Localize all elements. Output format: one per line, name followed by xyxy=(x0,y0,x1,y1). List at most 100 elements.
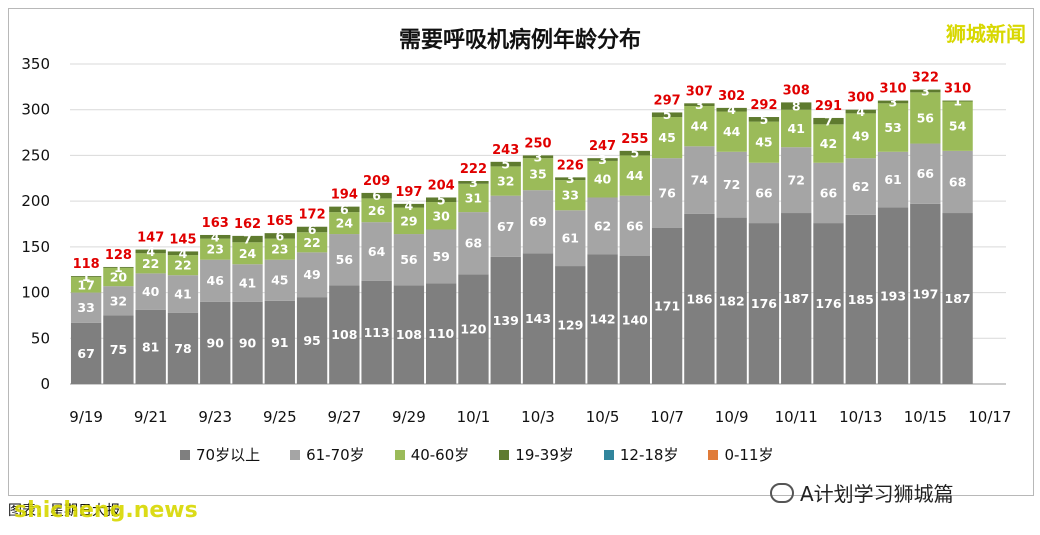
data-label: 41 xyxy=(174,286,191,301)
legend-label: 19-39岁 xyxy=(515,446,574,464)
data-label: 66 xyxy=(626,218,644,233)
data-label: 54 xyxy=(949,119,967,134)
data-label: 44 xyxy=(691,119,709,134)
data-label: 187 xyxy=(783,291,809,306)
legend-swatch xyxy=(180,449,190,460)
bar-segment xyxy=(587,158,618,161)
data-label: 3 xyxy=(889,94,898,109)
bar-segment xyxy=(619,256,650,384)
total-label: 247 xyxy=(589,139,616,154)
bar-segment xyxy=(942,100,973,102)
data-label: 108 xyxy=(396,327,422,342)
bar-segment xyxy=(781,213,812,384)
bar-segment xyxy=(167,251,199,256)
data-label: 4 xyxy=(146,244,155,259)
bar-segment xyxy=(877,151,909,208)
x-tick-label: 9/23 xyxy=(198,408,232,426)
data-label: 66 xyxy=(755,185,773,200)
data-label: 120 xyxy=(460,322,486,337)
data-label: 40 xyxy=(594,172,612,187)
source-note: 图表：星期日大报 xyxy=(8,503,120,519)
y-tick-label: 150 xyxy=(21,238,50,256)
legend-label: 61-70岁 xyxy=(306,446,365,464)
bar-segment xyxy=(70,292,102,323)
y-tick-label: 100 xyxy=(21,284,50,302)
wechat-label: A计划学习狮城篇 xyxy=(800,482,954,506)
data-label: 31 xyxy=(465,190,482,205)
bar-segment xyxy=(587,197,618,255)
legend-swatch xyxy=(603,449,614,460)
bar-segment xyxy=(393,207,425,235)
data-label: 68 xyxy=(949,174,966,189)
x-tick-label: 10/3 xyxy=(521,408,555,426)
bar-segment xyxy=(845,158,876,215)
bar-segment xyxy=(167,312,199,384)
bar-segment xyxy=(781,109,812,148)
total-label: 147 xyxy=(137,231,164,246)
total-label: 204 xyxy=(428,178,455,193)
data-label: 45 xyxy=(658,130,675,145)
total-label: 145 xyxy=(169,232,196,247)
bar-segment xyxy=(877,207,909,384)
bar-segment xyxy=(555,180,586,211)
total-label: 209 xyxy=(363,174,390,189)
data-label: 5 xyxy=(630,146,639,161)
data-label: 67 xyxy=(497,219,514,234)
legend-item: 12-18岁 xyxy=(603,444,679,465)
bar-segment xyxy=(296,232,328,253)
bar-segment xyxy=(393,203,425,208)
legend-label: 12-18岁 xyxy=(619,446,679,464)
bar-segment xyxy=(910,203,941,384)
bar-segment xyxy=(651,117,683,159)
y-tick-label: 50 xyxy=(31,329,50,347)
data-label: 72 xyxy=(788,173,805,188)
bar-segment xyxy=(103,315,134,384)
watermark: shicheng.news xyxy=(14,498,198,523)
bar-segment xyxy=(555,177,586,181)
total-label: 222 xyxy=(460,162,487,177)
bar-segment xyxy=(329,285,360,384)
y-tick-label: 0 xyxy=(40,375,50,393)
data-label: 45 xyxy=(755,135,772,150)
legend-swatch xyxy=(499,449,510,460)
bar-segment xyxy=(716,111,747,152)
bar-segment xyxy=(684,213,715,384)
x-tick-label: 9/29 xyxy=(392,408,426,426)
bar-segment xyxy=(264,300,295,384)
brand-logo: 狮城新闻 xyxy=(946,22,1026,46)
data-label: 74 xyxy=(691,173,709,188)
bar-segment xyxy=(361,222,392,281)
data-label: 22 xyxy=(142,256,159,271)
data-label: 22 xyxy=(174,258,191,273)
data-label: 4 xyxy=(856,104,865,119)
legend-label: 40-60岁 xyxy=(410,446,470,464)
total-label: 226 xyxy=(557,158,584,173)
data-label: 95 xyxy=(303,333,320,348)
bar-segment xyxy=(103,286,134,316)
total-label: 128 xyxy=(105,248,132,263)
bar-segment xyxy=(522,158,554,191)
bar-segment xyxy=(845,113,876,159)
x-tick-label: 10/5 xyxy=(586,408,620,426)
legend-swatch xyxy=(394,449,405,460)
data-label: 3 xyxy=(566,171,575,186)
data-label: 1 xyxy=(953,94,962,109)
total-label: 308 xyxy=(783,83,810,98)
total-label: 292 xyxy=(750,98,777,113)
wechat-credit: A计划学习狮城篇 xyxy=(770,478,954,507)
data-label: 5 xyxy=(663,107,672,122)
y-tick-label: 250 xyxy=(21,146,50,164)
data-label: 68 xyxy=(465,236,482,251)
x-axis: 9/19 9/21 9/23 9/25 9/27 9/29 10/1 10/3 10/5 10/7… xyxy=(69,408,1011,426)
x-tick-label: 9/25 xyxy=(263,408,297,426)
bar-segment xyxy=(522,190,554,254)
data-label: 90 xyxy=(207,335,225,350)
total-label: 291 xyxy=(815,99,842,114)
bar-segment xyxy=(200,234,231,239)
bar-segment xyxy=(490,161,521,167)
bar-segment xyxy=(748,121,780,163)
bar-segment xyxy=(813,124,844,163)
bar-segment xyxy=(458,274,489,384)
total-label: 194 xyxy=(331,188,358,203)
data-label: 56 xyxy=(336,252,354,267)
